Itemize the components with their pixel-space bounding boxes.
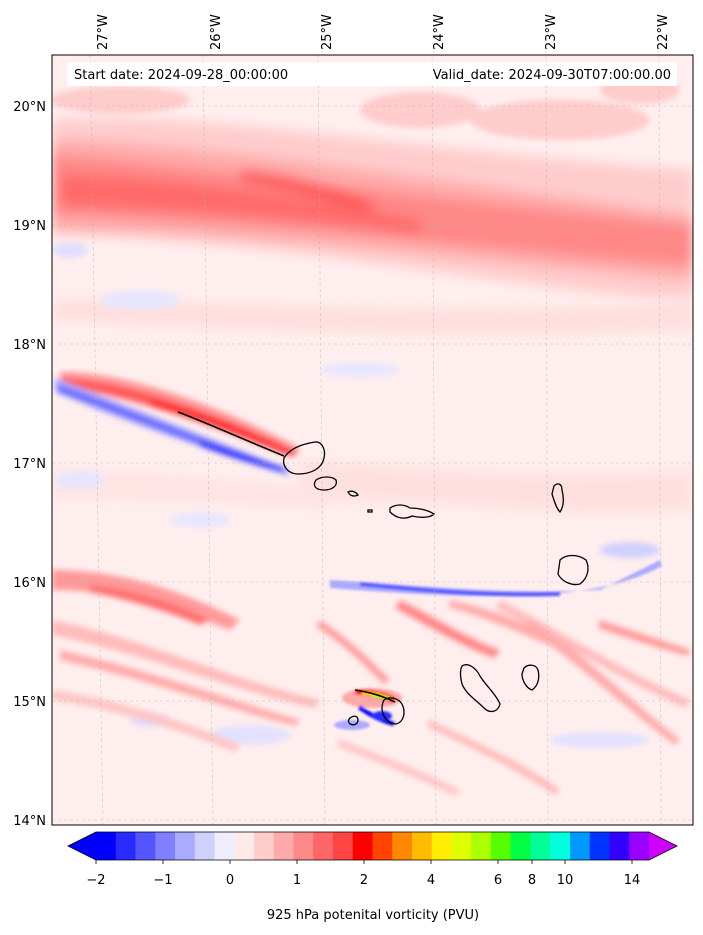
fogo-coast xyxy=(381,697,405,725)
lat-tick: 14°N xyxy=(13,814,46,829)
colorbar-title: 925 hPa potenital vorticity (PVU) xyxy=(267,908,479,923)
sao-vicente-coast xyxy=(313,476,338,491)
cb-tick: 4 xyxy=(427,873,435,888)
colorbar-swatch xyxy=(333,832,354,860)
lon-tick: 27°W xyxy=(96,14,111,50)
cb-tick: −1 xyxy=(153,873,172,888)
colorbar-swatch xyxy=(214,832,235,860)
lon-tick: 22°W xyxy=(656,14,671,50)
colorbar-extend-low xyxy=(68,832,96,860)
colorbar-swatch xyxy=(392,832,413,860)
colorbar xyxy=(67,831,678,864)
cb-tick: 2 xyxy=(360,873,368,888)
valid-date-label: Valid_date: 2024-09-30T07:00:00.00 xyxy=(433,68,671,83)
sal-coast xyxy=(551,483,564,514)
lon-tick: 26°W xyxy=(209,14,224,50)
colorbar-swatch xyxy=(510,832,531,860)
cb-tick: 14 xyxy=(624,873,641,888)
lat-tick: 17°N xyxy=(13,457,46,472)
maio-coast xyxy=(521,664,540,691)
colorbar-swatch xyxy=(135,832,156,860)
colorbar-swatch xyxy=(96,832,117,860)
plot-frame xyxy=(51,54,694,826)
lon-tick: 25°W xyxy=(320,14,335,50)
cb-tick: −2 xyxy=(86,873,105,888)
northern-pv-band xyxy=(52,118,693,300)
colorbar-swatch xyxy=(629,832,650,860)
colorbar-swatch xyxy=(451,832,472,860)
mid-light-bands xyxy=(52,300,693,513)
colorbar-swatch xyxy=(471,832,492,860)
negative-pv-patches xyxy=(52,242,660,748)
brava-coast xyxy=(347,715,359,726)
colorbar-swatch xyxy=(155,832,176,860)
cb-tick: 10 xyxy=(557,873,574,888)
lat-tick: 18°N xyxy=(13,338,46,353)
lon-tick: 23°W xyxy=(544,14,559,50)
colorbar-swatch xyxy=(589,832,610,860)
lon-tick: 24°W xyxy=(432,14,447,50)
colorbar-swatch xyxy=(175,832,196,860)
lat-tick: 19°N xyxy=(13,219,46,234)
colorbar-extend-high xyxy=(649,832,677,860)
colorbar-swatch xyxy=(550,832,571,860)
colorbar-swatch xyxy=(412,832,433,860)
lat-tick: 20°N xyxy=(13,100,46,115)
cb-tick: 6 xyxy=(494,873,502,888)
raso-coast xyxy=(367,509,373,513)
16n-negative-streak xyxy=(330,560,662,597)
cb-tick: 1 xyxy=(293,873,301,888)
lat-tick-labels: 20°N 19°N 18°N 17°N 16°N 15°N 14°N xyxy=(13,100,46,829)
colorbar-swatch xyxy=(273,832,294,860)
sao-nicolau-coast xyxy=(389,504,436,519)
colorbar-swatch xyxy=(530,832,551,860)
colorbar-swatch xyxy=(570,832,591,860)
colorbar-swatch xyxy=(609,832,630,860)
lat-tick: 15°N xyxy=(13,695,46,710)
colorbar-swatch xyxy=(254,832,275,860)
colorbar-swatch xyxy=(293,832,314,860)
colorbar-swatch xyxy=(372,832,393,860)
wake-contours xyxy=(177,411,396,703)
colorbar-swatch xyxy=(352,832,373,860)
santo-antao-coast xyxy=(282,441,326,475)
colorbar-tick-labels: −2 −1 0 1 2 4 6 8 10 14 xyxy=(86,873,640,888)
santiago-coast xyxy=(459,664,501,713)
boa-vista-coast xyxy=(557,554,589,586)
colorbar-swatch xyxy=(313,832,334,860)
northern-island-wake xyxy=(55,371,300,476)
island-coastlines xyxy=(282,441,589,726)
colorbar-swatch xyxy=(491,832,512,860)
santa-luzia-coast xyxy=(347,490,359,497)
start-date-label: Start date: 2024-09-28_00:00:00 xyxy=(74,68,288,83)
colorbar-swatch xyxy=(194,832,215,860)
gridlines xyxy=(52,55,693,825)
pv-field xyxy=(52,55,693,825)
cb-tick: 8 xyxy=(528,873,536,888)
lat-tick: 16°N xyxy=(13,576,46,591)
colorbar-swatch xyxy=(234,832,255,860)
lon-tick-labels: 27°W 26°W 25°W 24°W 23°W 22°W xyxy=(96,14,671,50)
info-box xyxy=(67,62,677,86)
cb-tick: 0 xyxy=(226,873,234,888)
colorbar-swatch xyxy=(115,832,136,860)
colorbar-swatch xyxy=(431,832,452,860)
